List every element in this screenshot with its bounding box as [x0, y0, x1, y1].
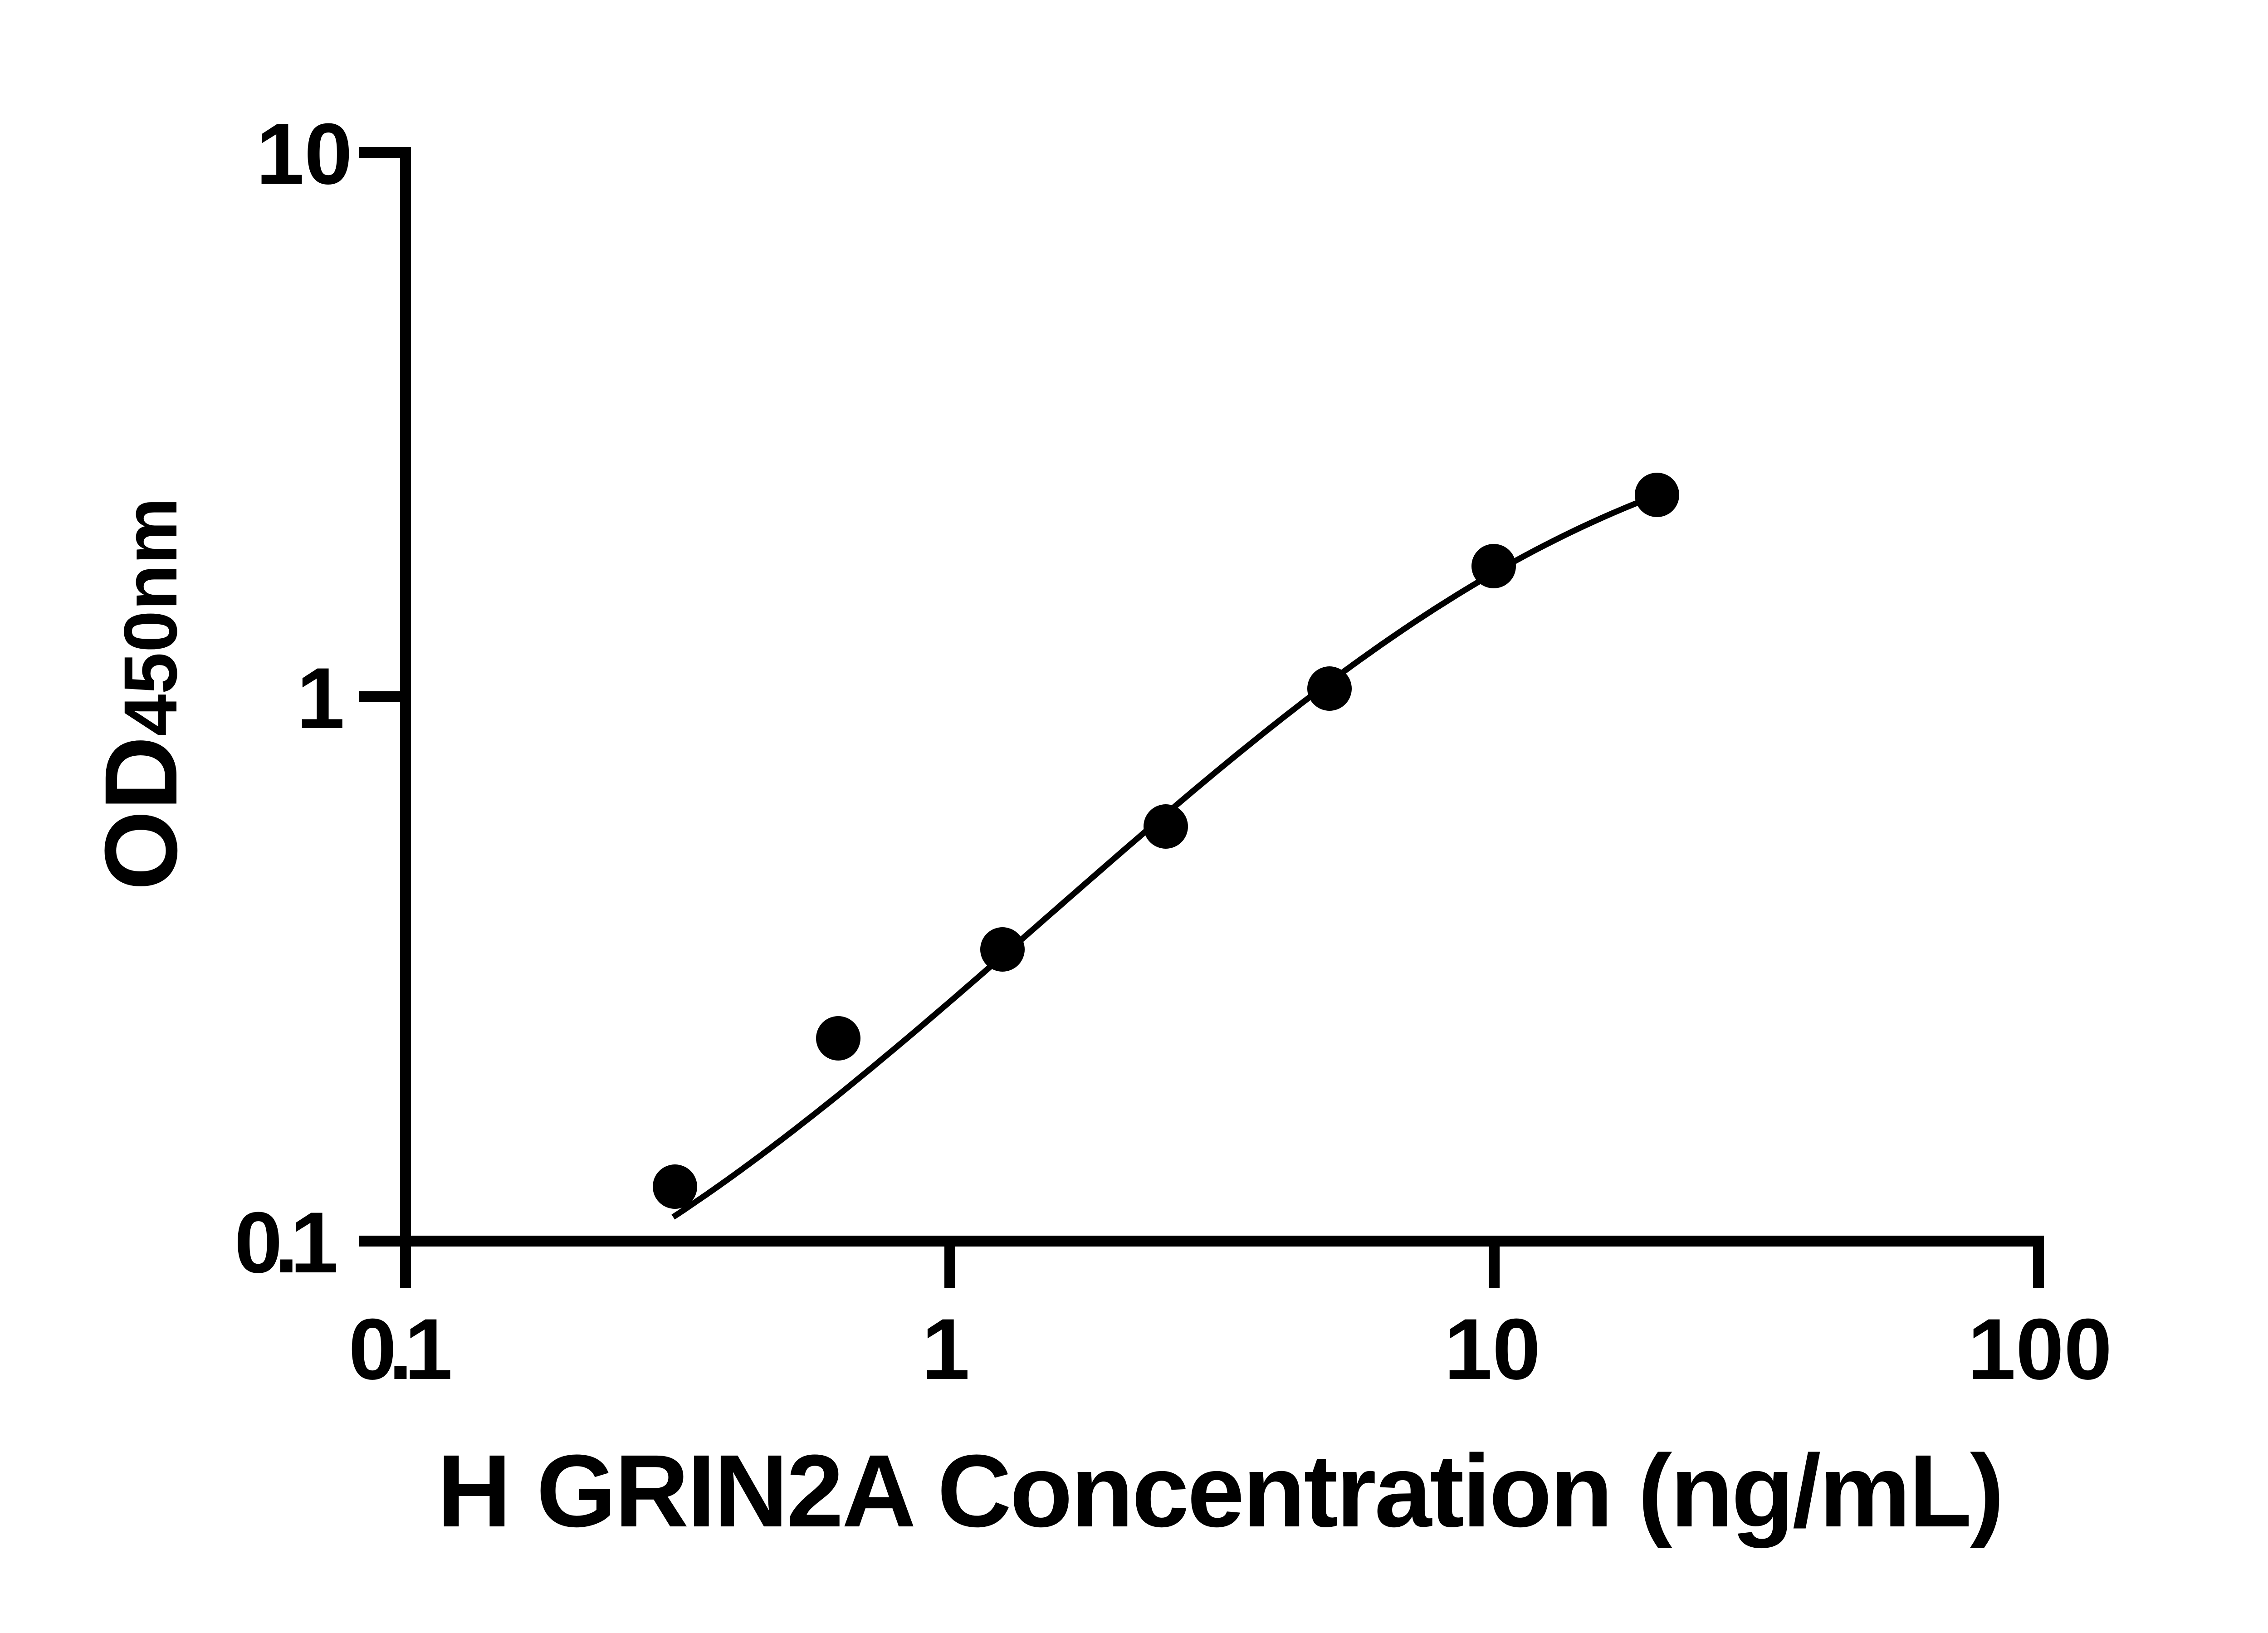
svg-text:0.1: 0.1	[234, 1194, 338, 1291]
svg-text:OD450nm: OD450nm	[84, 498, 199, 890]
svg-text:10: 10	[256, 106, 352, 202]
svg-text:H GRIN2A Concentration (ng/mL): H GRIN2A Concentration (ng/mL)	[437, 1434, 2004, 1549]
svg-text:100: 100	[1968, 1301, 2112, 1398]
svg-text:10: 10	[1444, 1301, 1540, 1398]
svg-text:1: 1	[922, 1301, 970, 1398]
svg-text:1: 1	[297, 650, 345, 747]
svg-text:0.1: 0.1	[348, 1301, 453, 1398]
